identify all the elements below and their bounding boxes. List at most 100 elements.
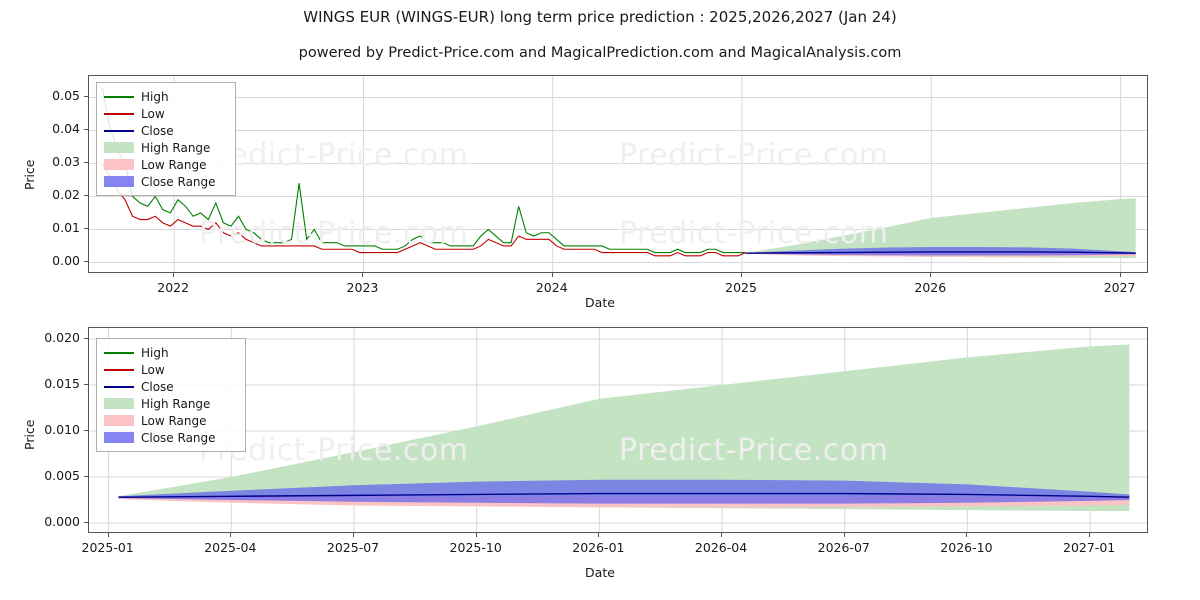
y-tick-label: 0.05	[52, 88, 80, 104]
x-tick-label: 2026-01	[572, 540, 625, 555]
x-tick-label: 2025-04	[204, 540, 257, 555]
page-title: WINGS EUR (WINGS-EUR) long term price pr…	[303, 8, 897, 26]
bottom-chart-svg	[89, 328, 1147, 532]
legend-item: Low	[104, 361, 238, 378]
y-tick-label: 0.005	[44, 467, 80, 483]
y-tick-label: 0.015	[44, 376, 80, 392]
legend-item: Close	[104, 122, 228, 139]
legend-swatch-line	[104, 381, 134, 392]
legend-swatch-patch	[104, 432, 134, 443]
y-tickmark	[84, 261, 88, 263]
x-tick-label: 2025-10	[449, 540, 502, 555]
x-tick-label: 2026	[914, 280, 947, 295]
legend-label: Close	[141, 123, 174, 138]
y-tick-label: 0.03	[52, 154, 80, 170]
legend-label: Close	[141, 379, 174, 394]
x-tickmark	[741, 273, 743, 277]
y-tick-label: 0.020	[44, 330, 80, 346]
x-tickmark	[475, 533, 477, 537]
legend-item: Low Range	[104, 156, 228, 173]
x-tickmark	[843, 533, 845, 537]
y-tickmark	[84, 475, 88, 477]
legend-item: High	[104, 344, 238, 361]
y-tick-label: 0.010	[44, 422, 80, 437]
y-tickmark	[84, 521, 88, 523]
y-tick-label: 0.00	[52, 253, 80, 269]
bottom-yaxis-title: Price	[22, 419, 37, 451]
x-tick-label: 2025-01	[81, 540, 134, 555]
top-xaxis-title: Date	[585, 295, 615, 310]
y-tickmark	[84, 228, 88, 230]
x-tick-label: 2027	[1103, 280, 1136, 295]
x-tick-label: 2024	[535, 280, 568, 295]
x-tickmark	[966, 533, 968, 537]
x-tick-label: 2026-07	[817, 540, 870, 555]
top-yaxis-title: Price	[22, 159, 37, 191]
x-tickmark	[1089, 533, 1091, 537]
top-legend: High Low Close High Range Low Range Close Ran…	[96, 82, 236, 196]
y-tickmark	[84, 129, 88, 131]
x-tick-label: 2027-01	[1062, 540, 1116, 555]
x-tick-label: 2026-04	[694, 540, 748, 555]
y-tickmark	[84, 195, 88, 197]
legend-label: High	[141, 345, 169, 360]
legend-label: Low	[141, 362, 165, 377]
legend-swatch-patch	[104, 176, 134, 187]
x-tick-label: 2025	[725, 280, 757, 295]
legend-item: High Range	[104, 395, 238, 412]
y-tick-label: 0.02	[52, 187, 80, 203]
x-tick-label: 2022	[157, 280, 190, 295]
legend-swatch-line	[104, 91, 134, 102]
legend-swatch-line	[104, 125, 134, 136]
legend-label: Low Range	[141, 413, 207, 428]
legend-label: High	[141, 89, 169, 104]
x-tickmark	[598, 533, 600, 537]
legend-item: Close	[104, 378, 238, 395]
legend-item: High Range	[104, 139, 228, 156]
x-tickmark	[353, 533, 354, 537]
x-tickmark	[173, 273, 175, 277]
y-tick-label: 0.01	[52, 220, 80, 236]
top-chart-panel: Predict-Price.com Predict-Price.com Pred…	[0, 70, 1200, 310]
legend-item: Close Range	[104, 173, 228, 190]
legend-swatch-patch	[104, 415, 134, 426]
legend-item: High	[104, 88, 228, 105]
y-tickmark	[84, 430, 88, 431]
top-chart-svg	[89, 76, 1147, 272]
x-tick-label: 2023	[346, 280, 379, 295]
x-tick-label: 2026-10	[940, 540, 993, 555]
legend-label: Close Range	[141, 430, 216, 445]
y-tickmark	[84, 162, 88, 164]
x-tickmark	[107, 533, 109, 537]
bottom-plot-area: Predict-Price.com Predict-Price.com	[88, 327, 1148, 533]
legend-item: Low	[104, 105, 228, 122]
x-tickmark	[362, 273, 364, 277]
y-tickmark	[84, 384, 88, 386]
bottom-legend: High Low Close High Range Low Range Close Ran…	[96, 338, 246, 452]
legend-label: High Range	[141, 396, 211, 411]
legend-swatch-patch	[104, 398, 134, 409]
x-tickmark	[551, 273, 553, 277]
x-tickmark	[721, 533, 723, 537]
y-tick-label: 0.04	[52, 121, 80, 137]
y-tickmark	[84, 96, 88, 98]
page-subtitle: powered by Predict-Price.com and Magical…	[298, 45, 902, 61]
legend-label: High Range	[141, 140, 211, 155]
bottom-chart-panel: Predict-Price.com Predict-Price.com 2025…	[0, 322, 1200, 600]
x-tick-label: 2025-07	[326, 540, 380, 555]
legend-label: Close Range	[141, 174, 216, 189]
legend-item: Low Range	[104, 412, 238, 429]
legend-swatch-patch	[104, 142, 134, 153]
legend-swatch-line	[104, 108, 134, 119]
legend-swatch-line	[104, 347, 134, 358]
x-tickmark	[230, 533, 232, 537]
legend-item: Close Range	[104, 429, 238, 446]
legend-swatch-line	[104, 364, 134, 375]
bottom-xaxis-title: Date	[585, 565, 615, 580]
y-tickmark	[84, 338, 88, 340]
x-tickmark	[930, 273, 932, 277]
y-tick-label: 0.000	[44, 513, 80, 529]
top-plot-area: Predict-Price.com Predict-Price.com Pred…	[88, 75, 1148, 273]
legend-label: Low	[141, 106, 165, 121]
x-tickmark	[1119, 273, 1121, 277]
